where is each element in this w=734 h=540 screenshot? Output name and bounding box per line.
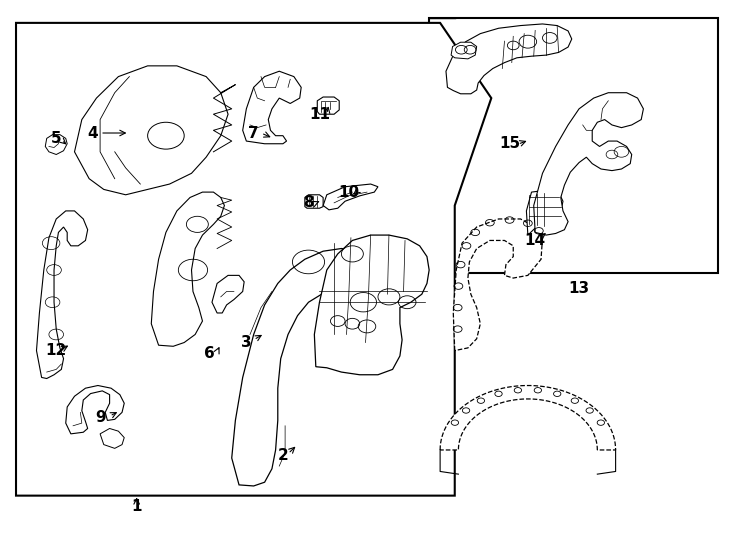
Text: 13: 13: [569, 281, 589, 296]
Polygon shape: [37, 211, 87, 379]
Polygon shape: [151, 192, 225, 346]
Text: 8: 8: [303, 195, 314, 211]
Polygon shape: [232, 248, 395, 486]
Text: 15: 15: [499, 136, 520, 151]
Text: 5: 5: [51, 131, 62, 146]
Polygon shape: [314, 235, 429, 375]
Text: 9: 9: [95, 410, 106, 425]
Polygon shape: [100, 428, 124, 448]
Text: 7: 7: [248, 125, 259, 140]
Polygon shape: [305, 195, 323, 208]
Polygon shape: [243, 71, 301, 144]
Polygon shape: [446, 24, 572, 94]
Text: 11: 11: [309, 107, 330, 122]
Polygon shape: [66, 386, 124, 434]
Text: 3: 3: [241, 335, 252, 350]
Polygon shape: [212, 275, 244, 313]
Polygon shape: [16, 23, 491, 496]
Polygon shape: [451, 42, 476, 59]
Text: 6: 6: [204, 346, 215, 361]
Polygon shape: [526, 191, 563, 235]
Text: 14: 14: [525, 233, 546, 248]
Polygon shape: [317, 97, 339, 114]
Polygon shape: [323, 184, 378, 210]
Bar: [429, 17, 718, 273]
Text: 2: 2: [277, 448, 288, 463]
Text: 10: 10: [338, 185, 359, 200]
Text: 4: 4: [87, 125, 98, 140]
Polygon shape: [75, 66, 228, 195]
Polygon shape: [454, 219, 542, 350]
Polygon shape: [46, 134, 68, 154]
Text: 12: 12: [46, 343, 67, 358]
Text: 1: 1: [131, 499, 142, 514]
Polygon shape: [440, 386, 616, 450]
Polygon shape: [534, 93, 644, 235]
